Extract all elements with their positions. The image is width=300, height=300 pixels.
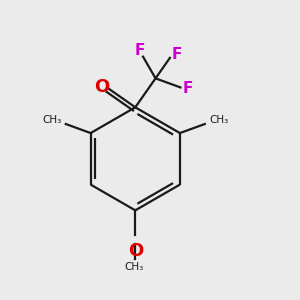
Text: CH₃: CH₃ — [124, 262, 143, 272]
Text: F: F — [172, 47, 182, 62]
Text: F: F — [135, 43, 145, 58]
Text: CH₃: CH₃ — [209, 115, 229, 124]
Text: CH₃: CH₃ — [42, 115, 61, 124]
Text: O: O — [128, 242, 143, 260]
Text: O: O — [94, 78, 109, 96]
Text: F: F — [183, 81, 193, 96]
